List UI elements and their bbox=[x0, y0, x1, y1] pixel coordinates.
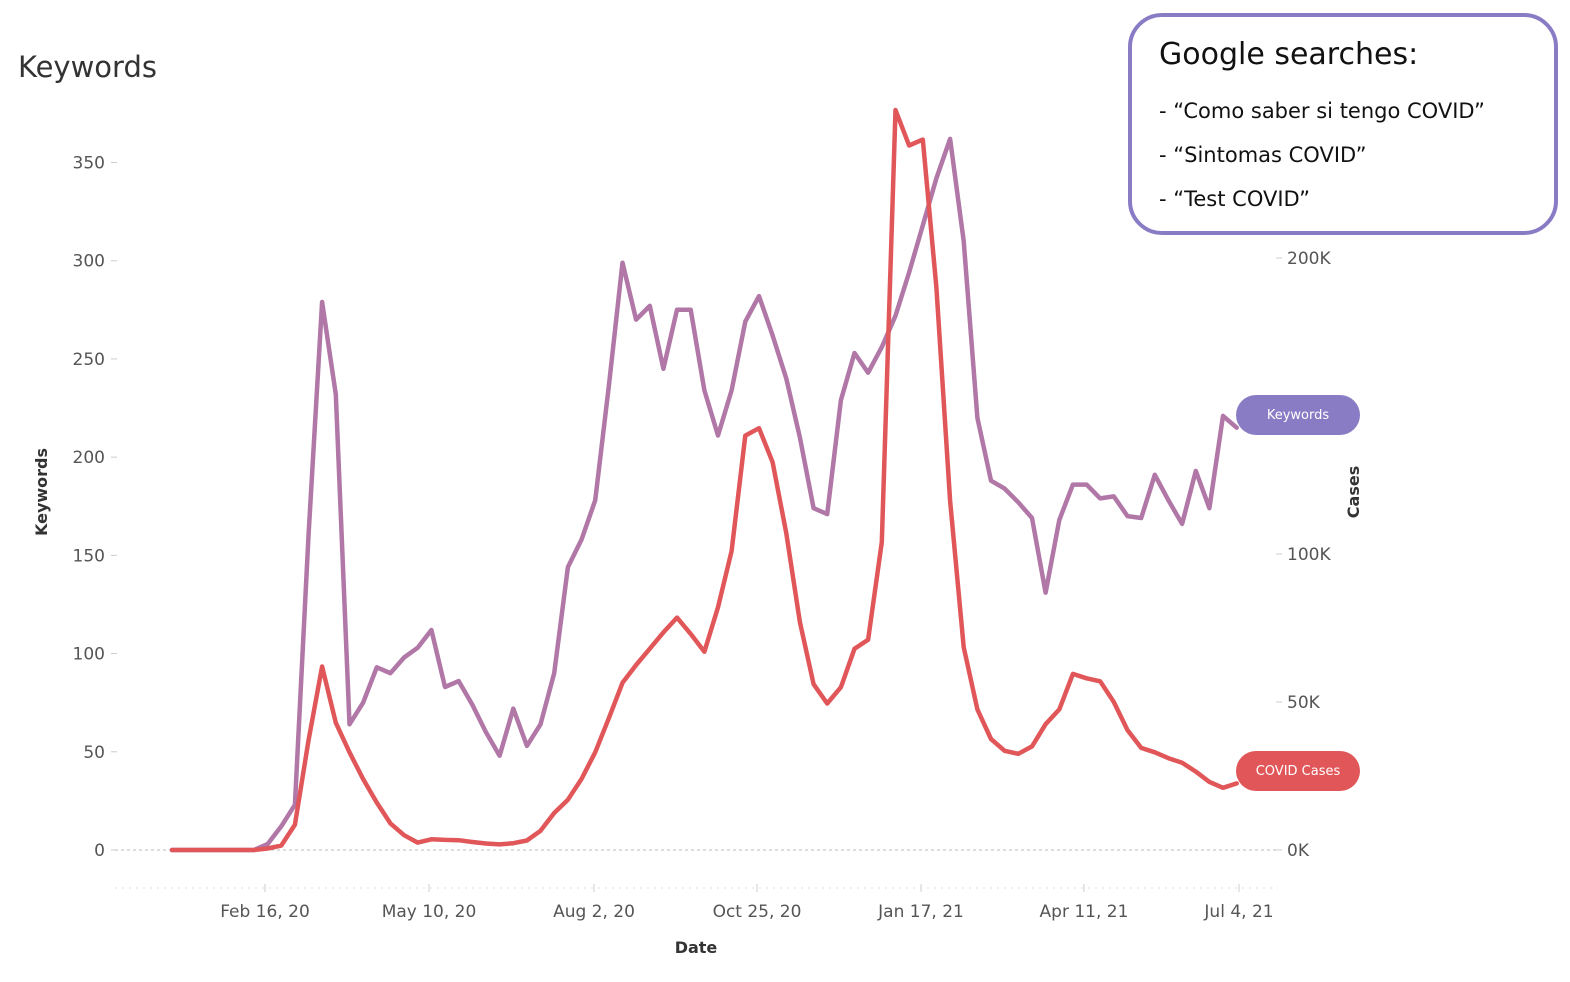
x-tick-label: Jul 4, 21 bbox=[1203, 902, 1273, 922]
series-layer bbox=[169, 107, 1239, 853]
y-axis-title: Keywords bbox=[32, 448, 51, 536]
y-tick-label: 300 bbox=[73, 252, 105, 272]
x-tick-label: Jan 17, 21 bbox=[877, 902, 964, 922]
chart-title: Keywords bbox=[18, 50, 157, 84]
y2-tick-label: 100K bbox=[1287, 545, 1331, 565]
legend-cases-label: COVID Cases bbox=[1255, 763, 1341, 779]
series-line-cases bbox=[169, 107, 1239, 853]
y2-tick-label: 200K bbox=[1287, 249, 1331, 269]
x-tick-label: Apr 11, 21 bbox=[1040, 902, 1129, 922]
x-tick-label: Feb 16, 20 bbox=[220, 902, 310, 922]
y2-tick-label: 0K bbox=[1287, 841, 1310, 861]
x-tick-label: May 10, 20 bbox=[382, 902, 477, 922]
callout-item: - “Test COVID” bbox=[1159, 187, 1311, 211]
google-searches-callout: Google searches: - “Como saber si tengo … bbox=[1128, 13, 1558, 235]
y-tick-label: 100 bbox=[73, 645, 105, 665]
y2-tick-label: 50K bbox=[1287, 693, 1321, 713]
legend-keywords-label: Keywords bbox=[1266, 407, 1330, 423]
y-tick-label: 350 bbox=[73, 154, 105, 174]
callout-title: Google searches: bbox=[1159, 37, 1419, 72]
left-axis: 0 50 100 150 200 250 300 350 bbox=[73, 154, 117, 861]
y-tick-label: 0 bbox=[94, 841, 105, 861]
x-tick-label: Aug 2, 20 bbox=[553, 902, 635, 922]
legend-cases-pill[interactable]: COVID Cases bbox=[1236, 751, 1360, 791]
y-tick-label: 150 bbox=[73, 546, 105, 566]
legend-keywords-pill[interactable]: Keywords bbox=[1236, 395, 1360, 435]
callout-item: - “Como saber si tengo COVID” bbox=[1159, 99, 1485, 123]
right-axis: 0K 50K 100K 200K bbox=[1276, 249, 1331, 861]
y-tick-label: 250 bbox=[73, 350, 105, 370]
y-tick-label: 200 bbox=[73, 448, 105, 468]
series-line-keywords bbox=[169, 136, 1239, 853]
x-axis: Feb 16, 20 May 10, 20 Aug 2, 20 Oct 25, 20 J… bbox=[220, 884, 1274, 922]
y2-axis-title: Cases bbox=[1344, 466, 1363, 518]
x-axis-title: Date bbox=[675, 938, 718, 957]
x-tick-label: Oct 25, 20 bbox=[713, 902, 802, 922]
y-tick-label: 50 bbox=[83, 743, 105, 763]
callout-item: - “Sintomas COVID” bbox=[1159, 143, 1367, 167]
